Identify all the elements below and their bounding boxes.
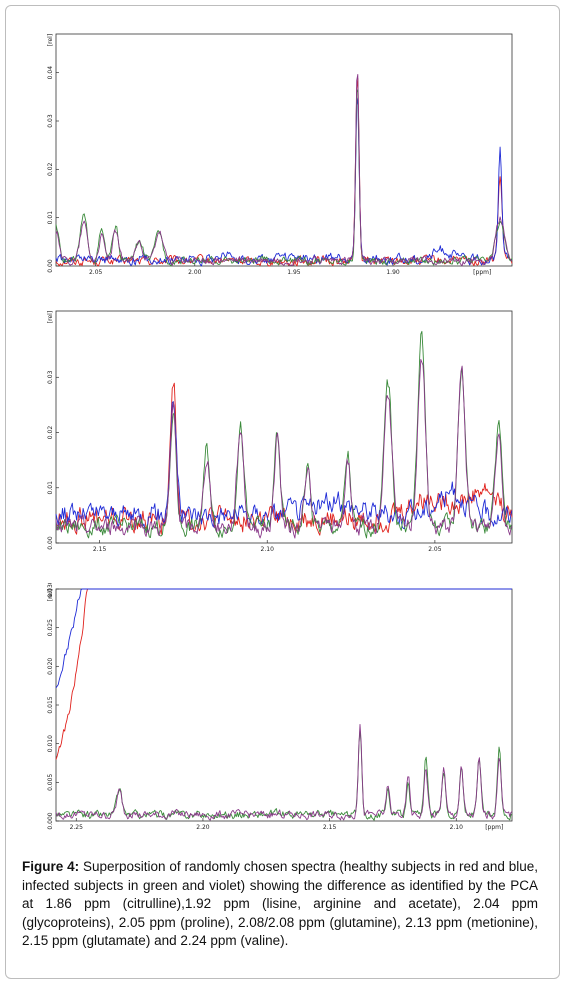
- y-tick-label: 0.015: [47, 696, 54, 713]
- spectrum-trace: [55, 358, 513, 539]
- plot-frame: [55, 33, 513, 267]
- x-tick-label: 1.95: [287, 269, 301, 276]
- y-unit-label: [rel]: [47, 34, 54, 46]
- spectrum-chart-3: 0.000 0.005 0.010 0.015 0.020 0.025 0.030[rel]…: [47, 583, 513, 831]
- y-tick-label: 0.01: [47, 481, 54, 495]
- spectrum-panel-2: 0.000.010.020.03[rel]2.152.102.052.00[pp…: [44, 305, 524, 567]
- x-tick-label: 2.15: [93, 546, 107, 553]
- figure-caption: Figure 4: Superposition of randomly chos…: [22, 858, 538, 951]
- y-unit-label: [rel]: [47, 589, 54, 601]
- x-tick-label: 2.00: [188, 269, 202, 276]
- x-tick-label: 2.05: [428, 546, 442, 553]
- x-tick-label: 2.10: [261, 546, 275, 553]
- spectrum-trace: [55, 89, 513, 267]
- y-unit-label: [rel]: [47, 311, 54, 323]
- spectrum-trace: [55, 588, 512, 689]
- y-tick-label: 0.03: [47, 370, 54, 384]
- x-tick-label: 2.05: [89, 269, 103, 276]
- x-unit-label: [ppm]: [485, 824, 503, 831]
- y-tick-label: 0.030: [47, 583, 54, 598]
- y-tick-label: 0.020: [47, 658, 54, 675]
- caption-text: Superposition of randomly chosen spectra…: [22, 859, 538, 948]
- y-tick-label: 0.025: [47, 619, 54, 636]
- y-tick-label: 0.00: [47, 536, 54, 550]
- figure-frame: [5, 5, 560, 979]
- y-tick-label: 0.00: [47, 259, 54, 273]
- x-tick-label: 1.90: [386, 269, 400, 276]
- spectrum-chart-1: 0.00 0.01 0.02 0.03 0.04 [rel] 2.05 2.00 1.95 1.9…: [47, 33, 513, 276]
- x-tick-label: 2.15: [323, 824, 337, 831]
- y-tick-label: 0.005: [47, 774, 54, 791]
- spectrum-panel-1: 0.00 0.01 0.02 0.03 0.04 [rel] 2.05 2.00 1.95 1.9…: [44, 28, 524, 290]
- spectrum-chart-2: 0.000.010.020.03[rel]2.152.102.052.00[pp…: [47, 310, 513, 553]
- y-tick-label: 0.000: [47, 812, 54, 829]
- y-tick-label: 0.04: [47, 66, 54, 80]
- caption-label: Figure 4:: [22, 859, 80, 874]
- spectrum-trace: [55, 330, 513, 539]
- spectrum-trace: [55, 723, 513, 821]
- y-tick-label: 0.02: [47, 426, 54, 440]
- x-tick-label: 2.20: [196, 824, 210, 831]
- spectrum-trace: [55, 78, 513, 267]
- x-tick-label: 2.10: [450, 824, 464, 831]
- plot-frame: [55, 310, 513, 544]
- spectrum-panel-3: 0.000 0.005 0.010 0.015 0.020 0.025 0.030 [rel]…: [44, 583, 524, 845]
- y-tick-label: 0.010: [47, 735, 54, 752]
- spectrum-trace: [55, 729, 513, 821]
- spectrum-trace: [55, 588, 512, 760]
- y-tick-label: 0.03: [47, 114, 54, 128]
- spectrum-trace: [55, 97, 513, 267]
- x-tick-label: 2.25: [70, 824, 84, 831]
- plot-frame: [55, 588, 513, 822]
- spectrum-trace: [55, 74, 513, 267]
- y-tick-label: 0.02: [47, 162, 54, 176]
- y-tick-label: 0.01: [47, 211, 54, 225]
- x-unit-label: [ppm]: [473, 269, 491, 276]
